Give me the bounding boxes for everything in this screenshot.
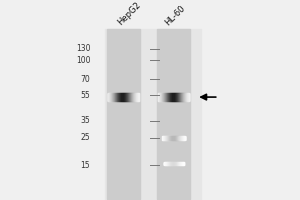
Text: 70: 70	[80, 75, 90, 84]
Bar	[158, 29, 190, 199]
Text: 25: 25	[81, 133, 90, 142]
Text: 55: 55	[80, 91, 90, 100]
Text: 35: 35	[80, 116, 90, 125]
Text: 100: 100	[76, 56, 90, 65]
Bar	[107, 29, 140, 199]
Bar	[105, 29, 201, 199]
Text: 130: 130	[76, 44, 90, 53]
Text: HepG2: HepG2	[116, 1, 142, 27]
Text: HL-60: HL-60	[164, 4, 187, 27]
Text: 15: 15	[81, 161, 90, 170]
